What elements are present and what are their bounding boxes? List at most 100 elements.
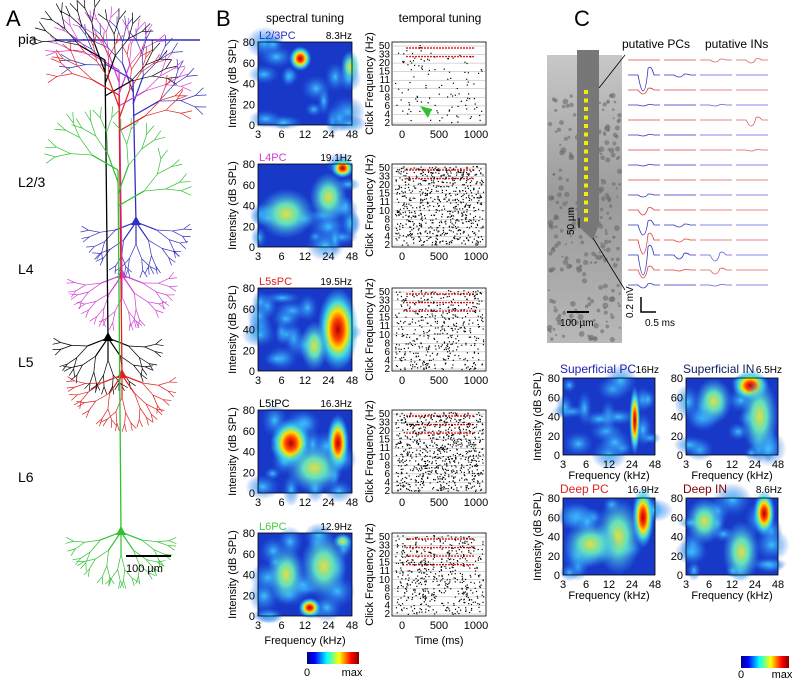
waveform (700, 284, 732, 287)
spike (422, 452, 424, 454)
spike (443, 412, 445, 414)
spike (461, 317, 464, 319)
spike (422, 191, 424, 193)
dendrite (53, 337, 61, 343)
spike (428, 359, 431, 361)
spike (449, 552, 451, 554)
cell-body (600, 242, 603, 245)
spike (420, 433, 422, 435)
spike (416, 546, 418, 548)
spike (416, 612, 418, 614)
dendrite (158, 46, 166, 61)
dendrite (88, 301, 97, 311)
dendrite (47, 139, 57, 148)
spike (473, 351, 476, 353)
spike (478, 326, 480, 328)
spike (448, 193, 450, 195)
dendrite (157, 560, 166, 563)
dendrite (72, 73, 94, 81)
spike (480, 293, 483, 295)
y-tick-label: 6 (384, 223, 390, 234)
dendrite (145, 23, 153, 34)
spike (417, 443, 419, 446)
heat-blob (263, 35, 283, 54)
spike (466, 192, 468, 194)
spike (438, 415, 440, 417)
spike (434, 426, 436, 428)
dendrite (112, 121, 122, 131)
spike (482, 462, 484, 464)
spike (476, 595, 478, 597)
dendrite (131, 578, 135, 587)
cell-name: Deep PC (560, 482, 609, 496)
spike (459, 433, 461, 435)
spike (395, 291, 398, 293)
dendrite (137, 18, 140, 31)
spike (429, 316, 431, 318)
spike (451, 334, 453, 336)
dendrite (142, 41, 157, 50)
spike (476, 473, 479, 475)
spike (477, 472, 480, 475)
spike (450, 172, 452, 174)
spike (440, 566, 443, 568)
spike (401, 419, 403, 421)
spike (469, 598, 471, 601)
spike (435, 211, 437, 214)
spike (450, 219, 452, 221)
spike (416, 550, 418, 552)
spike (420, 223, 422, 225)
spike (443, 322, 446, 324)
spike (454, 573, 456, 575)
spike (478, 187, 480, 189)
dendrite (86, 246, 95, 248)
spike (451, 550, 453, 552)
spike (422, 589, 424, 591)
dendrite (89, 539, 101, 553)
dendrite (180, 190, 192, 196)
spike (471, 607, 473, 610)
y-tick-label: 15 (379, 558, 391, 569)
spike (437, 476, 439, 478)
dendrite (176, 89, 184, 100)
dendrite (99, 229, 116, 233)
spike (418, 568, 420, 571)
spike (461, 212, 463, 214)
x-tick-label: 6 (278, 497, 284, 509)
heat-blob (604, 364, 638, 397)
spike (429, 455, 431, 457)
dendrite (80, 229, 89, 233)
spike (462, 172, 464, 174)
dendrite (122, 19, 129, 30)
dendrite (70, 294, 78, 301)
spike (461, 444, 463, 446)
cell-body (604, 230, 608, 234)
spike (455, 414, 458, 417)
spike (428, 237, 430, 240)
spike (415, 467, 417, 469)
spike (400, 597, 402, 599)
spike (462, 232, 464, 234)
spike (420, 465, 422, 467)
spike (475, 460, 477, 462)
spike (464, 540, 466, 542)
spike (406, 599, 408, 601)
spike (436, 465, 438, 468)
cell-body (574, 320, 580, 325)
spike (473, 362, 475, 364)
dendrite (128, 148, 143, 167)
spike (411, 318, 414, 320)
spike (468, 194, 470, 197)
spike (452, 182, 454, 184)
spike (464, 206, 466, 208)
spike (449, 352, 451, 354)
spike (400, 295, 403, 298)
spike (467, 459, 469, 461)
spike (449, 449, 451, 452)
spike (418, 222, 421, 225)
dendrite (161, 248, 169, 258)
spike (474, 432, 476, 434)
cell-body (581, 278, 588, 284)
dendrite (46, 40, 58, 45)
spike (396, 414, 398, 416)
